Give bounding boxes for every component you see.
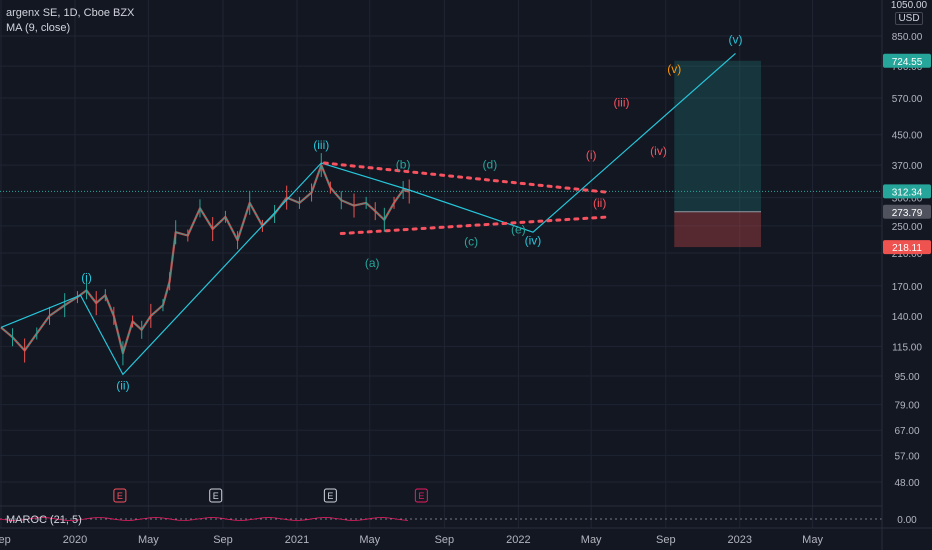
x-tick-label: 2022 — [506, 534, 530, 546]
x-tick-label: Sep — [0, 534, 11, 546]
entry-price-badge: 273.79 — [892, 208, 923, 219]
y-tick-label: 95.00 — [894, 372, 919, 383]
x-tick-label: Sep — [435, 534, 455, 546]
elliott-wave-drawings[interactable] — [0, 52, 736, 376]
y-tick-label: 115.00 — [892, 342, 922, 353]
x-tick-label: May — [359, 534, 380, 546]
x-tick-label: 2020 — [63, 534, 87, 546]
y-tick-label: 370.00 — [892, 161, 923, 172]
oscillator-tick-label: 0.00 — [897, 515, 917, 526]
y-tick-label: 140.00 — [892, 312, 923, 323]
last-price-badge: 312.34 — [892, 187, 923, 198]
x-tick-label: May — [138, 534, 159, 546]
oscillator-pane — [0, 517, 882, 521]
earnings-marker-label: E — [117, 491, 123, 501]
price-line-overlay — [0, 164, 410, 354]
currency-label: USD — [895, 12, 923, 25]
grid-lines — [0, 0, 882, 528]
y-tick-label: 79.00 — [894, 401, 919, 412]
wave-label: (c) — [464, 235, 478, 249]
price-axis[interactable]: 850.00700.00570.00450.00370.00300.00250.… — [881, 0, 931, 550]
y-tick-label: 48.00 — [894, 478, 919, 489]
price-line — [0, 164, 410, 355]
y-tick-label: 450.00 — [892, 131, 923, 142]
channel-lower-line — [339, 215, 612, 236]
price-series — [0, 153, 410, 366]
earnings-marker-box — [113, 488, 127, 503]
earnings-marker-label: E — [213, 491, 219, 501]
stop-zone — [674, 211, 762, 248]
y-tick-label: 170.00 — [892, 282, 923, 293]
earnings-marker-box — [323, 488, 337, 503]
earnings-marker-box — [414, 488, 428, 503]
wave-label: (i) — [586, 148, 597, 162]
currency-box[interactable]: 1050.00 USD — [886, 0, 932, 25]
y-tick-label: 300.00 — [892, 194, 923, 205]
wave-label: (i) — [81, 270, 92, 284]
x-tick-label: May — [802, 534, 823, 546]
x-tick-label: 2023 — [728, 534, 752, 546]
wave-label: (ii) — [593, 196, 606, 210]
y-tick-label: 570.00 — [892, 94, 923, 105]
wave-path — [0, 52, 736, 376]
x-tick-label: May — [581, 534, 602, 546]
entry-price-badge-bg — [883, 204, 931, 219]
wave-label: (iv) — [525, 233, 542, 247]
y-tick-label: 210.00 — [892, 249, 923, 260]
last-price-badge-bg — [883, 184, 931, 199]
y-tick-label: 850.00 — [892, 32, 923, 43]
y-tick-label: 67.00 — [894, 426, 919, 437]
x-tick-label: Sep — [656, 534, 676, 546]
indicator-title[interactable]: MA (9, close) — [6, 22, 71, 34]
wave-label: (e) — [511, 223, 526, 237]
wave-label: (iv) — [650, 144, 667, 158]
stop-price-badge-bg — [883, 240, 931, 255]
oscillator-line — [0, 517, 409, 521]
target-price-badge: 724.55 — [892, 57, 923, 68]
wave-label: (iii) — [614, 95, 630, 109]
y-tick-label: 57.00 — [894, 451, 919, 462]
x-tick-label: Sep — [213, 534, 233, 546]
wave-label: (ii) — [116, 379, 129, 393]
wave-labels: (i) (ii) (iii) (iv) (v) (a) (b) (c) (d) (e) (i) (ii… — [81, 32, 742, 392]
symbol-title[interactable]: argenx SE, 1D, Cboe BZX — [6, 7, 135, 19]
stop-price-badge: 218.11 — [892, 243, 922, 254]
long-position-tool[interactable] — [674, 60, 762, 248]
profit-zone — [674, 60, 762, 212]
wave-label: (d) — [483, 157, 498, 171]
earnings-marker-label: E — [418, 491, 424, 501]
wave-label: (iii) — [313, 138, 329, 152]
time-axis[interactable]: Sep 2020 May Sep 2021 May Sep 2022 May Sep 2023 May — [0, 527, 932, 546]
wave-label: (v) — [729, 32, 743, 46]
earnings-marker-box — [209, 488, 223, 503]
wave-label: (v) — [667, 62, 681, 76]
x-tick-label: 2021 — [285, 534, 309, 546]
wave-label: (a) — [365, 256, 380, 270]
chart-legend: argenx SE, 1D, Cboe BZX MA (9, close) — [6, 6, 134, 36]
wave-label: (b) — [396, 157, 411, 171]
earnings-marker-label: E — [327, 491, 333, 501]
oscillator-title[interactable]: MAROC (21, 5) — [6, 514, 82, 526]
target-price-badge-bg — [883, 53, 931, 68]
y-tick-label: 250.00 — [892, 222, 923, 233]
axis-top-value: 1050.00 — [890, 0, 928, 11]
channel-upper-line — [322, 161, 612, 195]
